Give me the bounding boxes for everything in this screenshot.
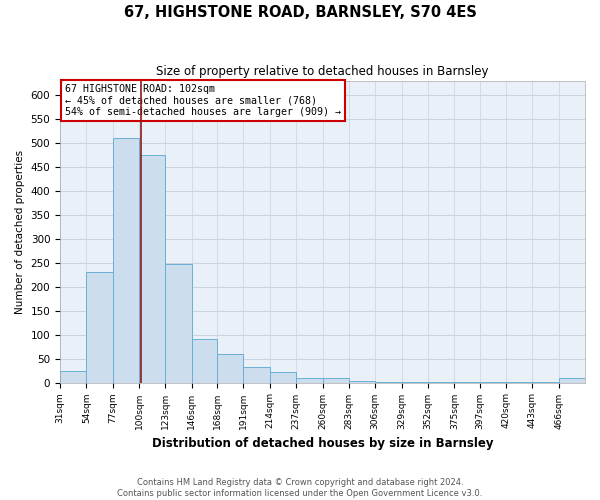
- Text: Contains HM Land Registry data © Crown copyright and database right 2024.
Contai: Contains HM Land Registry data © Crown c…: [118, 478, 482, 498]
- Bar: [559, 378, 585, 382]
- Bar: [113, 138, 139, 382]
- Bar: [86, 272, 113, 382]
- Bar: [244, 367, 270, 382]
- Bar: [270, 372, 296, 382]
- Title: Size of property relative to detached houses in Barnsley: Size of property relative to detached ho…: [156, 65, 489, 78]
- Bar: [166, 264, 192, 382]
- Bar: [296, 378, 323, 382]
- Bar: [192, 340, 217, 382]
- Bar: [323, 378, 349, 382]
- Bar: [139, 155, 166, 382]
- X-axis label: Distribution of detached houses by size in Barnsley: Distribution of detached houses by size …: [152, 437, 493, 450]
- Y-axis label: Number of detached properties: Number of detached properties: [15, 150, 25, 314]
- Bar: [60, 370, 86, 382]
- Text: 67, HIGHSTONE ROAD, BARNSLEY, S70 4ES: 67, HIGHSTONE ROAD, BARNSLEY, S70 4ES: [124, 5, 476, 20]
- Bar: [217, 354, 244, 382]
- Bar: [349, 381, 375, 382]
- Text: 67 HIGHSTONE ROAD: 102sqm
← 45% of detached houses are smaller (768)
54% of semi: 67 HIGHSTONE ROAD: 102sqm ← 45% of detac…: [65, 84, 341, 117]
